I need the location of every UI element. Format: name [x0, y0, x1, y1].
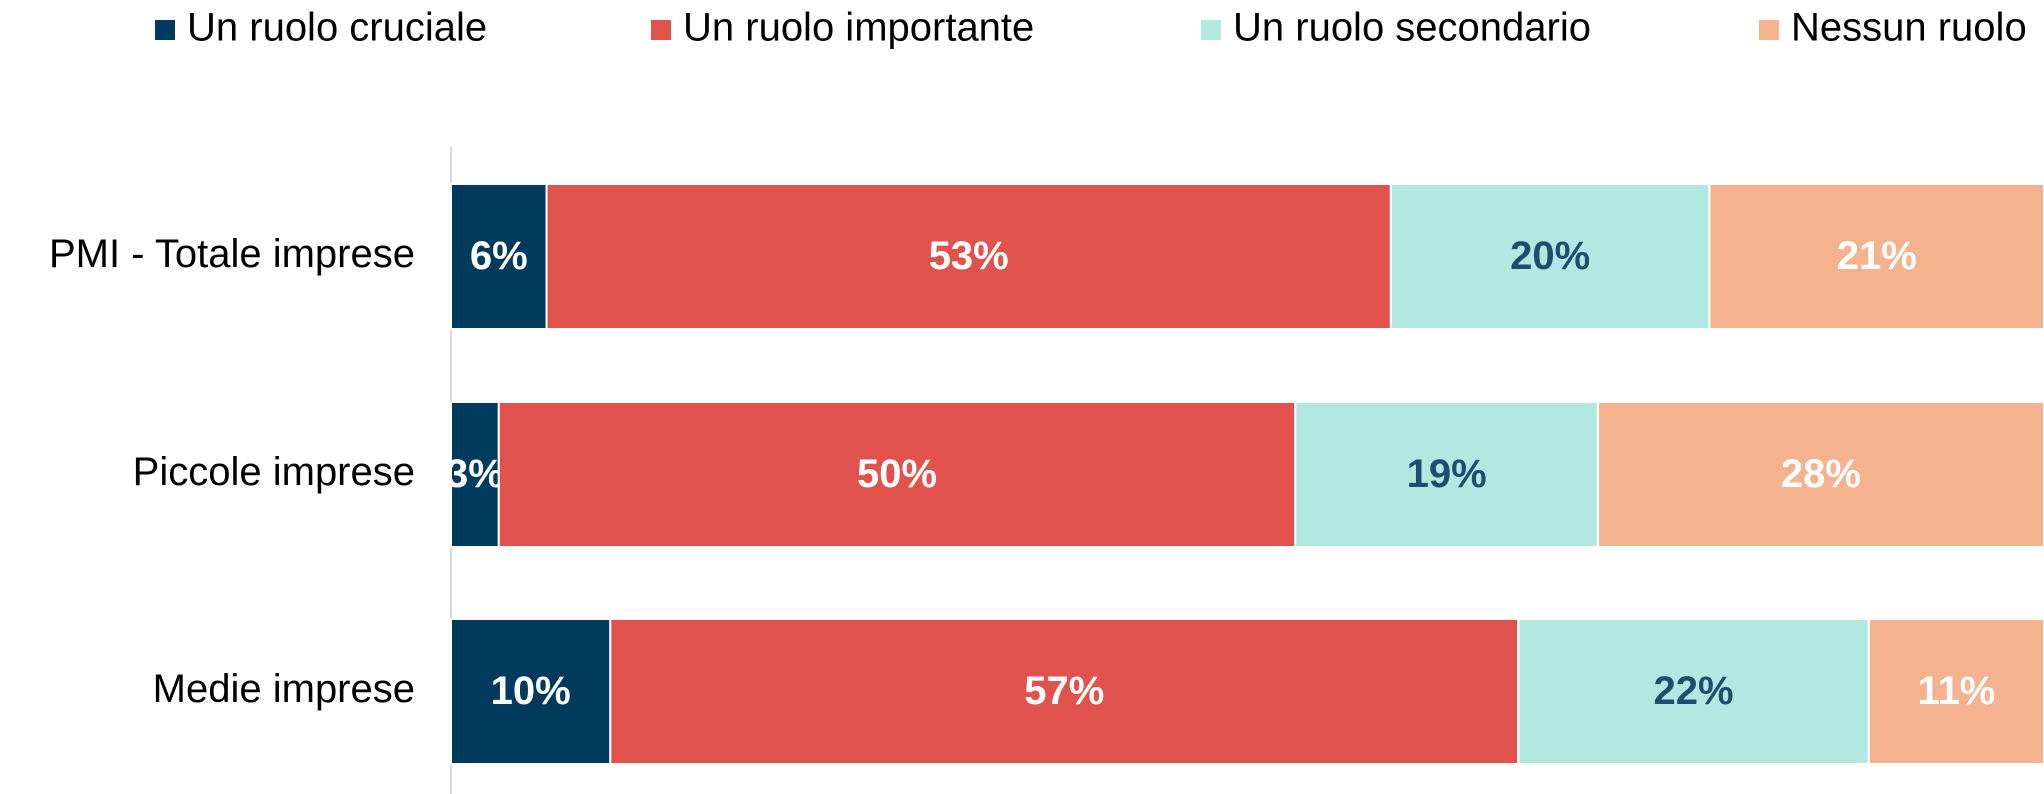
- bar-segment: [545, 183, 1392, 330]
- bar-segment: [450, 618, 612, 765]
- bar-segment: [497, 401, 1297, 548]
- data-label: 28%: [1781, 452, 1861, 496]
- data-label: 57%: [1024, 669, 1104, 713]
- bar-segment: [609, 618, 1520, 765]
- category-label: PMI - Totale imprese: [49, 232, 415, 276]
- data-label: 10%: [491, 669, 571, 713]
- legend-label: Un ruolo secondario: [1233, 6, 1591, 50]
- legend-swatch: [155, 20, 175, 40]
- data-label: 11%: [1917, 669, 1995, 713]
- data-label: 20%: [1510, 234, 1590, 278]
- legend-swatch: [651, 20, 671, 40]
- bar-segment: [1867, 618, 2044, 765]
- legend-label: Un ruolo importante: [683, 6, 1034, 50]
- data-label: 53%: [929, 234, 1009, 278]
- data-label: 6%: [470, 234, 528, 278]
- bar-segment: [1517, 618, 1870, 765]
- bar-segment: [1389, 183, 1711, 330]
- data-label: 50%: [857, 452, 937, 496]
- category-label: Piccole imprese: [133, 450, 415, 494]
- data-label: 21%: [1837, 234, 1917, 278]
- category-label: Medie imprese: [153, 667, 415, 711]
- legend-swatch: [1759, 20, 1779, 40]
- data-label: 3%: [446, 452, 504, 496]
- data-label: 19%: [1407, 452, 1487, 496]
- legend-swatch: [1201, 20, 1221, 40]
- legend-label: Nessun ruolo: [1791, 6, 2027, 50]
- bar-segment: [1596, 401, 2044, 548]
- data-label: 22%: [1654, 669, 1734, 713]
- legend-label: Un ruolo cruciale: [187, 6, 487, 50]
